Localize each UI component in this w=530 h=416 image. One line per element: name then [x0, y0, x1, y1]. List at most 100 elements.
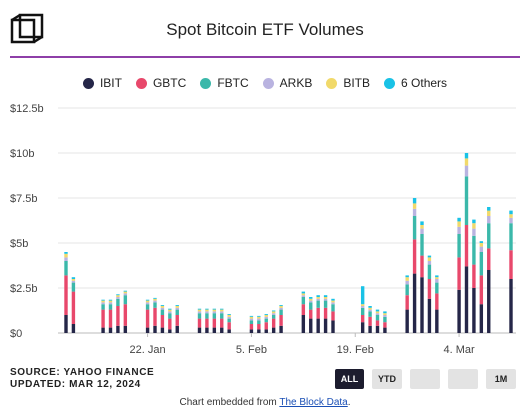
bar-segment-fbtc [160, 309, 165, 315]
bar-segment-gbtc [316, 307, 320, 319]
bar-segment-arkb [383, 315, 387, 317]
bar-segment-ibit [457, 289, 461, 333]
range-button-blank-1[interactable] [410, 369, 440, 389]
bar-segment-ibit [487, 270, 491, 333]
bar-segment-6-others [412, 198, 417, 204]
bar-segment-ibit [360, 322, 365, 333]
bar-segment-bitb [487, 210, 491, 216]
y-tick-label: $7.5b [10, 193, 38, 205]
y-tick-label: $12.5b [10, 103, 44, 115]
bar-segment-ibit [279, 325, 283, 333]
bar-segment-gbtc [249, 324, 254, 330]
bar-segment-fbtc [205, 313, 209, 319]
x-tick-label: 5. Feb [236, 344, 267, 356]
bar-segment-fbtc [145, 304, 150, 310]
bar-segment-gbtc [309, 309, 313, 319]
bar-segment-6-others [249, 315, 254, 317]
bar-segment-fbtc [472, 235, 476, 265]
bar-segment-fbtc [197, 313, 202, 319]
bar-segment-fbtc [383, 316, 387, 323]
bar-segment-bitb [360, 304, 365, 306]
bar-segment-6-others [331, 298, 335, 301]
bar-segment-arkb [479, 246, 484, 252]
y-tick-label: $2.5b [10, 283, 38, 295]
bar-segment-bitb [264, 315, 268, 317]
bar-segment-gbtc [464, 225, 469, 267]
y-tick-label: $5b [10, 238, 28, 250]
bar-segment-bitb [160, 306, 165, 308]
bar-segment-ibit [227, 329, 231, 333]
bar-segment-arkb [220, 311, 224, 314]
bar-segment-gbtc [116, 306, 120, 326]
bar-segment-arkb [316, 298, 320, 301]
bar-segment-fbtc [487, 223, 491, 249]
bar-segment-arkb [64, 257, 68, 261]
bar-segment-bitb [249, 316, 254, 319]
bar-segment-6-others [264, 314, 268, 315]
bar-segment-fbtc [249, 320, 254, 324]
bar-segment-bitb [168, 309, 172, 312]
bar-segment-gbtc [220, 318, 224, 328]
bar-segment-gbtc [412, 239, 417, 274]
legend-item-bitb[interactable]: BITB [326, 76, 370, 90]
embed-link[interactable]: The Block Data [279, 397, 348, 408]
embed-end: . [347, 397, 351, 408]
bar-segment-fbtc [220, 313, 224, 319]
bar-segment-6-others [472, 219, 476, 224]
legend-item-fbtc[interactable]: FBTC [200, 76, 249, 90]
bar-segment-gbtc [160, 315, 165, 328]
bar-segment-fbtc [227, 318, 231, 323]
bar-segment-fbtc [509, 223, 513, 251]
bar-segment-gbtc [205, 318, 209, 328]
bar-segment-arkb [116, 297, 120, 299]
bar-segment-6-others [383, 311, 387, 314]
legend-item-others[interactable]: 6 Others [384, 76, 447, 90]
bar-segment-bitb [412, 203, 417, 209]
bar-segment-bitb [212, 309, 217, 312]
bar-segment-gbtc [301, 304, 306, 315]
bar-segment-bitb [205, 309, 209, 312]
legend-item-gbtc[interactable]: GBTC [135, 76, 186, 90]
bar-segment-gbtc [123, 304, 128, 326]
bar-segment-arkb [168, 311, 172, 314]
bar-segment-ibit [309, 318, 313, 333]
range-button-1m[interactable]: 1M [486, 369, 516, 389]
bar-segment-arkb [435, 279, 439, 283]
bar-segment-bitb [153, 298, 157, 301]
bar-segment-ibit [249, 329, 254, 333]
source-text: SOURCE: YAHOO FINANCE [10, 367, 155, 378]
legend-swatch [384, 77, 396, 89]
bar-segment-bitb [279, 306, 283, 308]
bar-segment-gbtc [487, 248, 491, 270]
bar-segment-bitb [316, 297, 320, 299]
legend-label: FBTC [217, 76, 249, 90]
bar-segment-6-others [116, 294, 120, 296]
bar-segment-fbtc [427, 264, 432, 279]
bar-segment-6-others [212, 308, 217, 310]
bar-segment-gbtc [279, 315, 283, 326]
bar-segment-arkb [323, 298, 328, 301]
legend-item-ibit[interactable]: IBIT [82, 76, 122, 90]
bar-segment-ibit [257, 329, 261, 333]
range-button-ytd[interactable]: YTD [372, 369, 402, 389]
bar-segment-bitb [435, 277, 439, 279]
legend-item-arkb[interactable]: ARKB [262, 76, 312, 90]
bar-segment-bitb [509, 214, 513, 218]
bar-segment-6-others [279, 305, 283, 306]
bar-segment-fbtc [360, 307, 365, 315]
bar-segment-6-others [420, 221, 424, 225]
range-button-all[interactable]: ALL [335, 369, 364, 389]
bar-segment-fbtc [108, 304, 113, 310]
bar-segment-6-others [435, 275, 439, 278]
bar-segment-ibit [271, 327, 276, 333]
bar-segment-arkb [457, 226, 461, 234]
bar-segment-bitb [271, 311, 276, 314]
legend: IBIT GBTC FBTC ARKB BITB 6 Others [0, 76, 530, 90]
bar-segment-fbtc [271, 315, 276, 319]
bar-segment-6-others [487, 207, 491, 211]
bar-segment-arkb [375, 313, 380, 315]
x-tick-label: 22. Jan [130, 344, 166, 356]
bar-segment-fbtc [368, 311, 372, 317]
bar-segment-fbtc [175, 309, 179, 315]
range-button-blank-2[interactable] [448, 369, 478, 389]
